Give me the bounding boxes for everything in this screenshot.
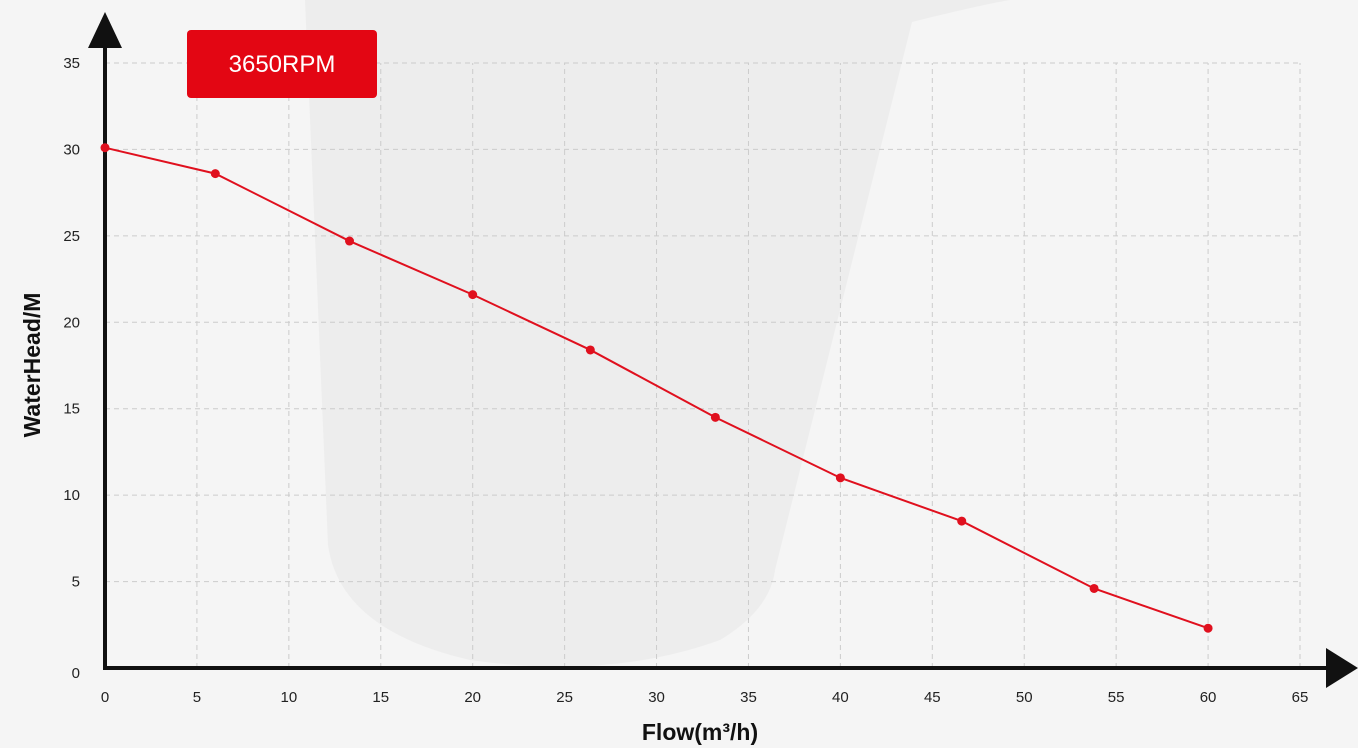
tick-labels: 0 5 10 15 20 25 30 35 40 45 50 55 60 65 0 5 10 15 20 25 30 35 [63, 55, 1308, 706]
x-tick-label: 45 [924, 689, 941, 706]
y-tick-label: 10 [63, 487, 80, 504]
x-tick-label: 15 [372, 689, 389, 706]
data-point [1089, 583, 1099, 593]
background-watermark-shape [305, 0, 1010, 667]
y-tick-label: 30 [63, 141, 80, 158]
x-tick-label: 65 [1292, 689, 1309, 706]
x-tick-label: 30 [648, 689, 665, 706]
data-point [100, 143, 110, 153]
y-tick-label: 25 [63, 228, 80, 245]
x-tick-label: 20 [464, 689, 481, 706]
x-tick-label: 5 [193, 689, 201, 706]
data-point [468, 290, 478, 300]
y-tick-label: 5 [72, 574, 80, 591]
data-point [957, 516, 967, 526]
x-tick-label: 40 [832, 689, 849, 706]
rpm-badge-label: 3650RPM [229, 51, 336, 78]
x-axis-title: Flow(m³/h) [642, 719, 758, 745]
series-line [104, 146, 1209, 630]
x-tick-label: 0 [101, 689, 109, 706]
x-tick-label: 55 [1108, 689, 1125, 706]
x-tick-label: 25 [556, 689, 573, 706]
data-point [345, 236, 355, 246]
data-point [210, 169, 220, 179]
x-tick-label: 10 [281, 689, 298, 706]
y-tick-label: 0 [72, 665, 80, 682]
y-tick-label: 15 [63, 401, 80, 418]
x-tick-label: 35 [740, 689, 757, 706]
y-tick-label: 20 [63, 314, 80, 331]
x-axis-arrow-icon [1326, 648, 1358, 688]
rpm-badge: 3650RPM [187, 30, 377, 98]
data-point [585, 345, 595, 355]
data-point [1203, 623, 1213, 633]
data-point [710, 412, 720, 422]
y-axis-arrow-icon [88, 12, 122, 48]
x-tick-label: 50 [1016, 689, 1033, 706]
rpm-badge-background [187, 30, 377, 98]
y-tick-label: 35 [63, 55, 80, 72]
series-layer [100, 143, 1213, 633]
y-axis-title: WaterHead/M [19, 293, 45, 438]
data-point [835, 473, 845, 483]
x-tick-label: 60 [1200, 689, 1217, 706]
